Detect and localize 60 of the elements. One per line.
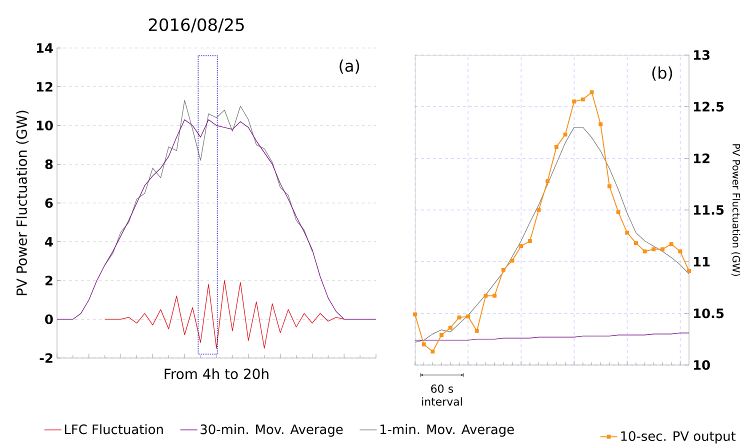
y-tick-label: 11.5 <box>694 205 724 215</box>
point <box>590 90 594 94</box>
y-axis-title: PV Power Fluctuation (GW) <box>731 144 740 276</box>
y-tick-label: 0 <box>45 314 53 324</box>
y-tick-label: 10 <box>36 120 53 130</box>
y-tick-label: -2 <box>40 353 52 363</box>
legend-label: 30-min. Mov. Average <box>200 424 343 437</box>
point <box>607 184 612 188</box>
y-axis-title: PV Power Fluctuation (GW) <box>16 110 29 296</box>
point <box>430 350 435 354</box>
point <box>413 312 417 316</box>
point <box>687 268 691 273</box>
point <box>625 230 630 235</box>
point <box>554 144 558 149</box>
y-tick-label: 10.5 <box>694 308 724 318</box>
line-series <box>104 100 313 266</box>
y-tick-label: 4 <box>45 237 53 246</box>
point <box>492 294 497 298</box>
point <box>598 122 603 126</box>
y-tick-label: 12 <box>36 82 52 92</box>
point <box>580 97 585 102</box>
point <box>448 326 452 330</box>
point <box>634 241 638 246</box>
point <box>563 132 568 137</box>
point <box>536 208 541 212</box>
point <box>474 328 479 333</box>
chart-title: 2016/08/25 <box>148 18 244 32</box>
y-tick-label: 10 <box>694 360 710 370</box>
y-tick-label: 6 <box>45 198 53 208</box>
legend-label: 10-sec. PV output <box>621 431 736 444</box>
point <box>440 333 444 338</box>
point <box>616 210 620 214</box>
y-tick-label: 14 <box>36 43 53 53</box>
y-tick-label: 13 <box>694 50 710 60</box>
point <box>660 247 664 252</box>
annotation: (b) <box>652 66 672 81</box>
point <box>572 100 576 104</box>
point <box>484 294 488 298</box>
point <box>546 179 550 184</box>
point <box>457 315 462 320</box>
point <box>466 314 470 318</box>
point <box>510 258 514 263</box>
point <box>678 249 682 254</box>
point <box>422 342 426 346</box>
annotation: (a) <box>340 60 360 74</box>
point <box>519 244 524 248</box>
y-tick-label: 2 <box>46 276 52 286</box>
legend-label: 1-min. Mov. Average <box>380 424 514 437</box>
y-tick-label: 12 <box>694 154 710 164</box>
text: 60 s interval <box>422 384 462 406</box>
y-tick-label: 8 <box>45 159 53 170</box>
legend-label: LFC Fluctuation <box>64 424 163 434</box>
point <box>669 242 674 246</box>
point <box>652 247 656 252</box>
x-axis-title: From 4h to 20h <box>164 368 268 380</box>
point <box>528 239 532 243</box>
point <box>642 249 647 254</box>
y-tick-label: 11 <box>694 256 710 266</box>
point <box>501 268 506 272</box>
y-tick-label: 12.5 <box>694 102 724 112</box>
